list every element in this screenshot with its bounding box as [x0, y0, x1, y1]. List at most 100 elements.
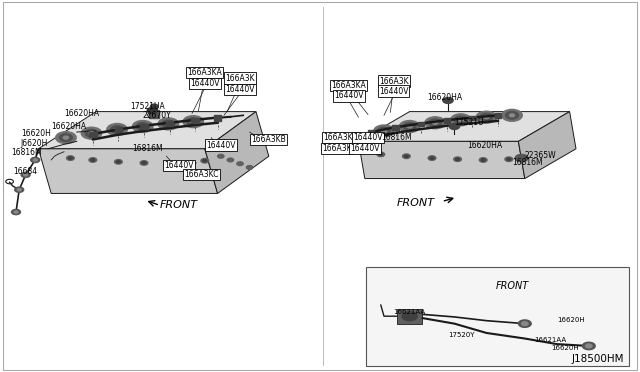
Circle shape	[407, 125, 412, 128]
Circle shape	[81, 127, 102, 139]
Text: 16620H: 16620H	[557, 317, 584, 323]
Circle shape	[458, 118, 463, 121]
Text: 16620H: 16620H	[21, 129, 51, 138]
Circle shape	[191, 120, 196, 123]
Text: 16620HA: 16620HA	[428, 93, 462, 102]
Polygon shape	[38, 149, 218, 193]
Text: 17520Y: 17520Y	[448, 332, 474, 338]
Circle shape	[586, 344, 592, 348]
Text: 16440V: 16440V	[190, 79, 220, 88]
Circle shape	[479, 158, 487, 162]
Text: 16816M: 16816M	[132, 144, 163, 153]
Circle shape	[381, 129, 387, 132]
Circle shape	[522, 322, 528, 326]
Circle shape	[24, 174, 28, 176]
Circle shape	[201, 158, 209, 163]
Circle shape	[456, 158, 460, 160]
Circle shape	[402, 312, 417, 321]
Circle shape	[403, 154, 410, 158]
Text: 16620H: 16620H	[552, 345, 579, 351]
Circle shape	[187, 118, 200, 125]
Circle shape	[158, 118, 179, 130]
Circle shape	[443, 97, 453, 103]
Circle shape	[67, 156, 74, 160]
Circle shape	[428, 156, 436, 160]
Bar	[368, 130, 374, 135]
Circle shape	[507, 158, 511, 160]
Text: 16816M: 16816M	[381, 133, 412, 142]
Circle shape	[142, 162, 146, 164]
Text: 16816M: 16816M	[11, 148, 42, 157]
Circle shape	[237, 162, 243, 166]
Circle shape	[425, 117, 445, 129]
Circle shape	[14, 211, 18, 213]
Circle shape	[31, 157, 40, 163]
Circle shape	[136, 123, 149, 130]
Circle shape	[33, 159, 37, 161]
Text: 17521U: 17521U	[454, 118, 484, 127]
Circle shape	[480, 113, 493, 121]
Polygon shape	[397, 309, 422, 324]
Bar	[115, 127, 122, 132]
Circle shape	[227, 158, 234, 162]
Circle shape	[509, 114, 515, 117]
Circle shape	[56, 132, 76, 144]
Text: 166A3KA: 166A3KA	[323, 133, 358, 142]
Circle shape	[378, 127, 390, 135]
Circle shape	[502, 109, 522, 121]
Circle shape	[403, 123, 416, 130]
Circle shape	[449, 124, 460, 129]
Polygon shape	[518, 112, 576, 179]
Circle shape	[21, 172, 30, 177]
Circle shape	[451, 114, 471, 126]
Text: 16621AA: 16621AA	[534, 337, 566, 343]
Circle shape	[430, 157, 434, 159]
Text: J18500HM: J18500HM	[572, 354, 624, 364]
Text: 166A3KA: 166A3KA	[332, 81, 366, 90]
FancyBboxPatch shape	[366, 267, 629, 366]
Circle shape	[107, 124, 127, 135]
Circle shape	[518, 320, 531, 327]
Circle shape	[89, 158, 97, 162]
Bar	[140, 124, 148, 129]
Circle shape	[132, 121, 153, 132]
Circle shape	[399, 121, 420, 132]
Circle shape	[476, 111, 497, 123]
Circle shape	[150, 104, 158, 109]
Text: 166A3K: 166A3K	[323, 144, 352, 153]
Text: 16440V: 16440V	[334, 92, 364, 100]
Circle shape	[246, 166, 253, 169]
Text: 166A3KB: 166A3KB	[252, 135, 286, 144]
Text: 16440V: 16440V	[206, 141, 236, 150]
Circle shape	[60, 134, 72, 141]
Text: J6620H: J6620H	[20, 139, 48, 148]
Circle shape	[183, 116, 204, 128]
Text: 16440V: 16440V	[225, 85, 255, 94]
Circle shape	[505, 157, 513, 161]
Text: 16620HA: 16620HA	[467, 141, 502, 150]
Text: 22365W: 22365W	[525, 151, 556, 160]
Text: 16440V: 16440V	[350, 144, 380, 153]
Circle shape	[484, 116, 489, 119]
Circle shape	[17, 189, 21, 191]
Text: FRONT: FRONT	[397, 198, 435, 208]
Circle shape	[12, 209, 20, 215]
Circle shape	[168, 163, 172, 165]
Circle shape	[162, 120, 175, 128]
Bar	[495, 113, 501, 118]
Circle shape	[63, 136, 68, 139]
Circle shape	[140, 161, 148, 165]
Polygon shape	[205, 112, 269, 193]
Circle shape	[140, 125, 145, 128]
Text: FRONT: FRONT	[160, 200, 198, 209]
Text: 16620HA: 16620HA	[64, 109, 99, 118]
Circle shape	[404, 155, 408, 157]
Circle shape	[188, 161, 196, 165]
Text: 16440V: 16440V	[164, 161, 194, 170]
Text: 166A3K: 166A3K	[379, 77, 408, 86]
Bar	[166, 121, 173, 126]
Text: 22670Y: 22670Y	[143, 111, 171, 120]
Circle shape	[89, 132, 94, 135]
Text: 16440V: 16440V	[379, 87, 408, 96]
Circle shape	[115, 160, 122, 164]
